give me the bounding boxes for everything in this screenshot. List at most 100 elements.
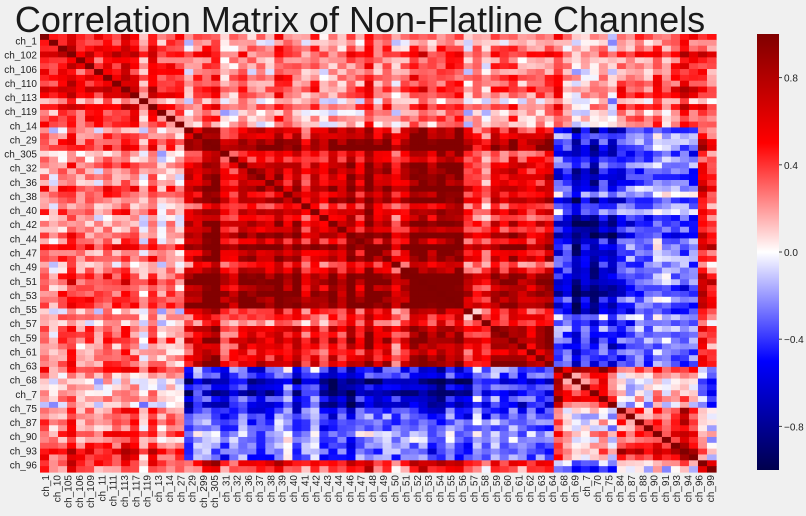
- heatmap-cell: [572, 162, 582, 168]
- heatmap-cell: [193, 145, 203, 151]
- heatmap-cell: [265, 192, 275, 198]
- heatmap-cell: [617, 92, 627, 98]
- heatmap-cell: [500, 314, 510, 320]
- heatmap-cell: [509, 157, 519, 163]
- heatmap-cell: [626, 186, 636, 192]
- heatmap-cell: [635, 344, 645, 350]
- heatmap-cell: [139, 151, 149, 157]
- heatmap-cell: [464, 338, 474, 344]
- heatmap-cell: [662, 151, 672, 157]
- heatmap-cell: [283, 396, 293, 402]
- heatmap-cell: [536, 192, 546, 198]
- heatmap-cell: [392, 110, 402, 116]
- heatmap-cell: [581, 384, 591, 390]
- heatmap-cell: [283, 384, 293, 390]
- heatmap-cell: [166, 233, 176, 239]
- heatmap-cell: [662, 186, 672, 192]
- heatmap-cell: [94, 186, 104, 192]
- heatmap-cell: [301, 110, 311, 116]
- heatmap-cell: [500, 308, 510, 314]
- heatmap-cell: [473, 355, 483, 361]
- heatmap-cell: [193, 75, 203, 81]
- heatmap-cell: [211, 338, 221, 344]
- heatmap-cell: [680, 215, 690, 221]
- heatmap-cell: [148, 34, 158, 40]
- heatmap-cell: [689, 221, 699, 227]
- heatmap-cell: [301, 75, 311, 81]
- heatmap-cell: [274, 203, 284, 209]
- heatmap-cell: [283, 233, 293, 239]
- heatmap-cell: [653, 198, 663, 204]
- heatmap-cell: [509, 63, 519, 69]
- heatmap-cell: [698, 373, 708, 379]
- heatmap-cell: [689, 122, 699, 128]
- heatmap-cell: [617, 384, 627, 390]
- heatmap-cell: [392, 256, 402, 262]
- heatmap-cell: [689, 238, 699, 244]
- heatmap-cell: [437, 314, 447, 320]
- heatmap-cell: [419, 238, 429, 244]
- heatmap-cell: [698, 57, 708, 63]
- heatmap-cell: [428, 268, 438, 274]
- heatmap-cell: [49, 308, 59, 314]
- heatmap-cell: [482, 402, 492, 408]
- heatmap-cell: [49, 151, 59, 157]
- heatmap-cell: [40, 215, 50, 221]
- heatmap-cell: [383, 332, 393, 338]
- heatmap-cell: [482, 355, 492, 361]
- heatmap-cell: [590, 221, 600, 227]
- heatmap-cell: [121, 198, 131, 204]
- heatmap-cell: [563, 215, 573, 221]
- heatmap-cell: [428, 192, 438, 198]
- heatmap-cell: [301, 186, 311, 192]
- heatmap-cell: [635, 104, 645, 110]
- heatmap-cell: [328, 344, 338, 350]
- heatmap-cell: [121, 262, 131, 268]
- heatmap-cell: [392, 396, 402, 402]
- heatmap-cell: [292, 209, 302, 215]
- heatmap-cell: [58, 268, 68, 274]
- heatmap-cell: [67, 145, 77, 151]
- heatmap-cell: [139, 133, 149, 139]
- heatmap-cell: [130, 87, 140, 93]
- heatmap-cell: [536, 355, 546, 361]
- heatmap-cell: [446, 390, 456, 396]
- heatmap-cell: [671, 384, 681, 390]
- heatmap-cell: [626, 198, 636, 204]
- heatmap-cell: [67, 63, 77, 69]
- heatmap-cell: [527, 151, 537, 157]
- heatmap-cell: [373, 349, 383, 355]
- heatmap-cell: [301, 174, 311, 180]
- heatmap-cell: [428, 46, 438, 52]
- heatmap-cell: [373, 221, 383, 227]
- heatmap-cell: [193, 81, 203, 87]
- heatmap-cell: [680, 110, 690, 116]
- heatmap-cell: [662, 344, 672, 350]
- heatmap-cell: [94, 285, 104, 291]
- heatmap-cell: [283, 390, 293, 396]
- heatmap-cell: [635, 414, 645, 420]
- heatmap-cell: [211, 349, 221, 355]
- heatmap-cell: [401, 122, 411, 128]
- heatmap-cell: [58, 162, 68, 168]
- heatmap-cell: [220, 151, 230, 157]
- heatmap-cell: [265, 297, 275, 303]
- heatmap-cell: [175, 203, 185, 209]
- heatmap-cell: [157, 379, 167, 385]
- heatmap-cell: [527, 390, 537, 396]
- heatmap-cell: [94, 414, 104, 420]
- heatmap-cell: [518, 174, 528, 180]
- heatmap-cell: [364, 384, 374, 390]
- heatmap-cell: [698, 34, 708, 40]
- heatmap-cell: [518, 198, 528, 204]
- heatmap-cell: [58, 174, 68, 180]
- heatmap-cell: [500, 104, 510, 110]
- heatmap-cell: [310, 46, 320, 52]
- heatmap-cell: [500, 238, 510, 244]
- heatmap-cell: [392, 367, 402, 373]
- heatmap-cell: [103, 414, 113, 420]
- heatmap-cell: [617, 373, 627, 379]
- heatmap-cell: [455, 57, 465, 63]
- heatmap-cell: [202, 297, 212, 303]
- heatmap-cell: [572, 69, 582, 75]
